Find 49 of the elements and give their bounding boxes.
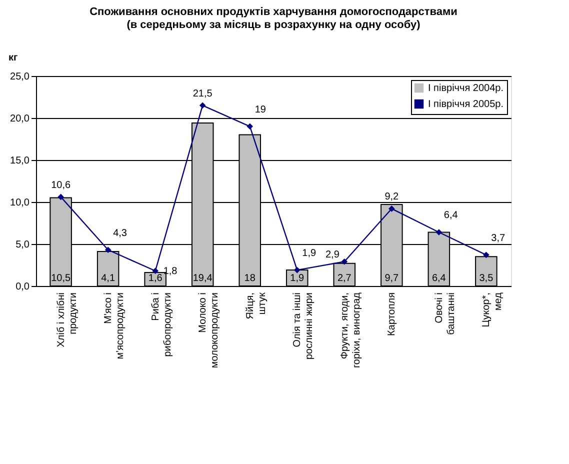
x-tick-label: Хліб і хлібні продукти [56, 292, 79, 348]
point [341, 258, 348, 265]
chart-title: Споживання основних продуктів харчування домогосподарствами [90, 6, 458, 18]
y-tick-label: 20,0 [10, 114, 30, 124]
data-label: 10,6 [51, 180, 71, 191]
data-label: 4,3 [113, 228, 128, 239]
data-label: 2,7 [337, 273, 352, 284]
bar [475, 256, 498, 286]
point [483, 252, 490, 258]
point [58, 194, 64, 200]
chart-subtitle: (в середньому за місяць в розрахунку на одну особу) [126, 19, 421, 31]
bar [333, 262, 356, 286]
legend-label: І півріччя 2004р. [428, 83, 504, 94]
y-tick-label: 5,0 [16, 240, 30, 250]
y-axis-title: кг [8, 52, 18, 64]
legend-label: І півріччя 2005р. [428, 99, 504, 110]
data-label: 3,5 [479, 273, 494, 284]
point [199, 102, 206, 109]
y-tick-label: 15,0 [10, 156, 30, 166]
data-label: 2,9 [325, 250, 340, 261]
point [388, 206, 395, 212]
bar [96, 251, 120, 286]
data-label: 4,1 [101, 273, 116, 284]
point [436, 229, 442, 236]
x-tick-label: Картопля [386, 292, 398, 336]
y-tick-label: 25,0 [10, 72, 30, 82]
data-label: 1,9 [290, 273, 305, 284]
data-label: 18 [244, 273, 256, 284]
point [246, 123, 254, 130]
data-label: 19,4 [192, 273, 213, 284]
data-label: 1,6 [148, 273, 163, 284]
data-label: 10,5 [51, 273, 71, 284]
data-label: 3,7 [491, 232, 506, 244]
x-tick-label: Цукор*, мед [481, 292, 504, 328]
data-label: 1,9 [302, 248, 316, 260]
y-tick-label: 0,0 [16, 282, 30, 292]
data-label: 19 [254, 104, 266, 116]
point [152, 268, 159, 274]
data-label: 21,5 [192, 88, 213, 100]
data-label: 6,4 [432, 273, 446, 284]
x-tick-label: Овочі і баштанні [434, 292, 457, 335]
data-label: 9,7 [384, 273, 400, 284]
point [104, 246, 112, 254]
data-label: 9,2 [384, 192, 400, 203]
x-tick-label: Яйця, штук [244, 292, 268, 320]
point [294, 266, 300, 274]
data-label: 1,8 [163, 266, 178, 277]
y-tick-label: 10,0 [10, 198, 30, 208]
data-label: 6,4 [444, 210, 458, 222]
